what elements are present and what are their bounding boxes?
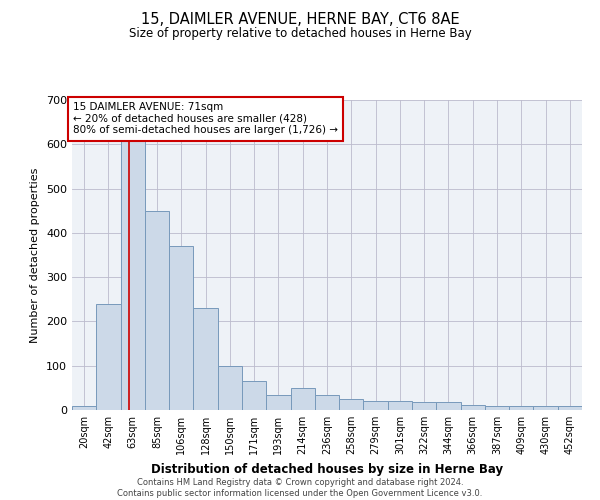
Bar <box>96 304 121 410</box>
Bar <box>461 404 485 410</box>
X-axis label: Distribution of detached houses by size in Herne Bay: Distribution of detached houses by size … <box>151 462 503 475</box>
Bar <box>218 366 242 410</box>
Bar <box>315 394 339 410</box>
Bar <box>485 406 509 410</box>
Bar <box>290 388 315 410</box>
Text: 15 DAIMLER AVENUE: 71sqm
← 20% of detached houses are smaller (428)
80% of semi-: 15 DAIMLER AVENUE: 71sqm ← 20% of detach… <box>73 102 338 136</box>
Bar <box>558 406 582 410</box>
Text: 15, DAIMLER AVENUE, HERNE BAY, CT6 8AE: 15, DAIMLER AVENUE, HERNE BAY, CT6 8AE <box>140 12 460 28</box>
Bar <box>266 394 290 410</box>
Bar <box>169 246 193 410</box>
Bar <box>533 406 558 410</box>
Bar <box>388 401 412 410</box>
Text: Size of property relative to detached houses in Herne Bay: Size of property relative to detached ho… <box>128 28 472 40</box>
Bar <box>72 406 96 410</box>
Text: Contains HM Land Registry data © Crown copyright and database right 2024.
Contai: Contains HM Land Registry data © Crown c… <box>118 478 482 498</box>
Bar <box>242 381 266 410</box>
Bar <box>339 399 364 410</box>
Bar <box>436 402 461 410</box>
Bar <box>193 308 218 410</box>
Bar <box>145 210 169 410</box>
Bar <box>412 402 436 410</box>
Y-axis label: Number of detached properties: Number of detached properties <box>31 168 40 342</box>
Bar <box>121 118 145 410</box>
Bar <box>364 401 388 410</box>
Bar <box>509 406 533 410</box>
